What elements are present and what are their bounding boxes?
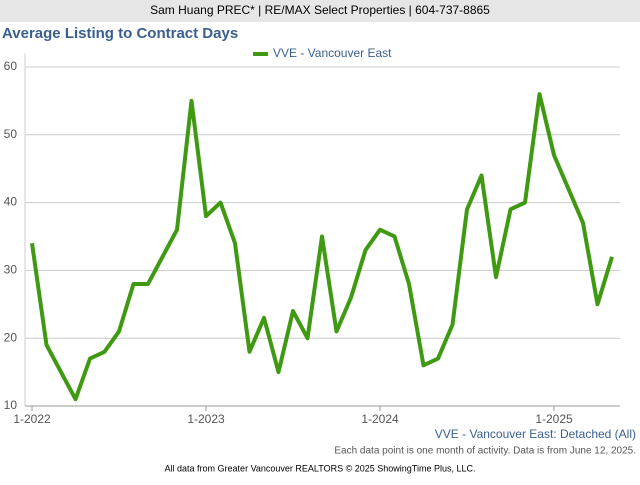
x-tick-label: 1-2022 [13,412,51,426]
y-tick-label: 60 [4,59,18,73]
y-tick-label: 50 [4,127,18,141]
header: Sam Huang PREC* | RE/MAX Select Properti… [150,3,490,17]
note: Each data point is one month of activity… [334,446,636,457]
header-bar [0,0,640,22]
legend-label: VVE - Vancouver East [273,46,392,60]
line [30,92,614,402]
y-tick-label: 20 [4,330,18,344]
footer: All data from Greater Vancouver REALTORS… [165,463,476,473]
y-tick-label: 30 [4,263,18,277]
y-tick-label: 40 [4,195,18,209]
subtitle: VVE - Vancouver East: Detached (All) [435,427,636,441]
y-tick-label: 10 [4,398,18,412]
x-tick-label: 1-2024 [361,412,399,426]
x-tick-label: 1-2025 [535,412,573,426]
chart-title: Average Listing to Contract Days [2,25,238,42]
x-tick-label: 1-2023 [187,412,225,426]
